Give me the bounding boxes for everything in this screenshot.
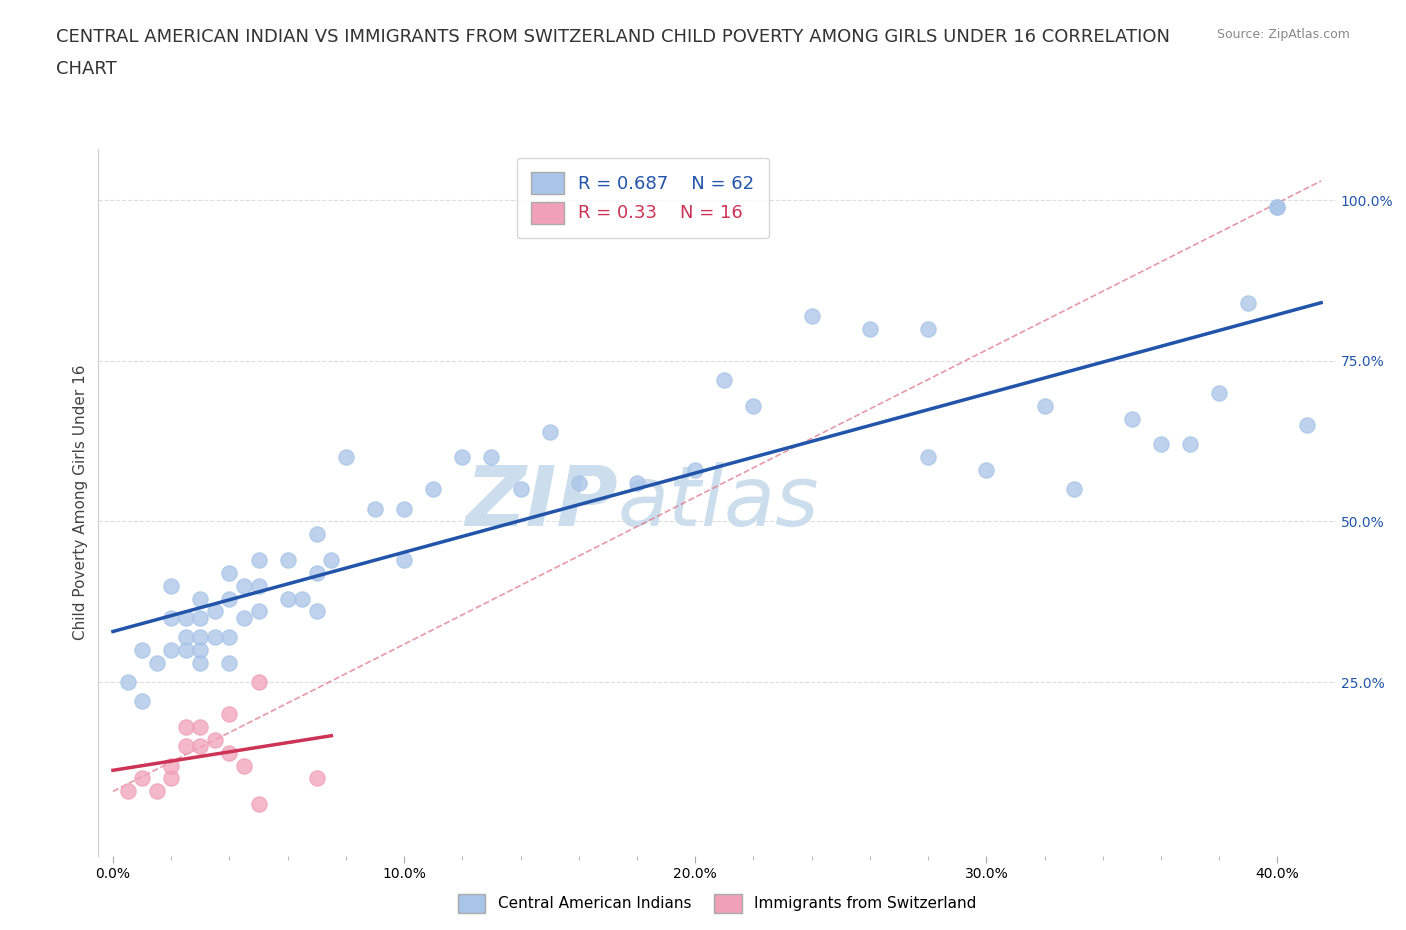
Point xyxy=(1121,411,1143,426)
Point xyxy=(305,771,328,786)
Y-axis label: Child Poverty Among Girls Under 16: Child Poverty Among Girls Under 16 xyxy=(73,365,89,640)
Point xyxy=(1178,437,1201,452)
Point xyxy=(683,462,706,477)
Point xyxy=(917,321,939,336)
Point xyxy=(277,552,299,567)
Point xyxy=(1033,398,1056,413)
Point xyxy=(1150,437,1173,452)
Point xyxy=(145,784,167,799)
Legend: Central American Indians, Immigrants from Switzerland: Central American Indians, Immigrants fro… xyxy=(451,888,983,919)
Text: CENTRAL AMERICAN INDIAN VS IMMIGRANTS FROM SWITZERLAND CHILD POVERTY AMONG GIRLS: CENTRAL AMERICAN INDIAN VS IMMIGRANTS FR… xyxy=(56,28,1170,46)
Point xyxy=(392,552,415,567)
Point xyxy=(218,707,240,722)
Text: ZIP: ZIP xyxy=(465,461,619,543)
Text: CHART: CHART xyxy=(56,60,117,78)
Point xyxy=(160,578,183,593)
Point xyxy=(204,733,226,748)
Point xyxy=(321,552,343,567)
Point xyxy=(451,450,474,465)
Point xyxy=(174,739,197,754)
Point xyxy=(247,578,270,593)
Point xyxy=(174,630,197,644)
Point xyxy=(131,643,153,658)
Point xyxy=(335,450,357,465)
Point xyxy=(188,720,211,735)
Point xyxy=(174,610,197,625)
Point xyxy=(538,424,561,439)
Point xyxy=(188,656,211,671)
Point xyxy=(305,527,328,542)
Point xyxy=(188,630,211,644)
Point xyxy=(174,643,197,658)
Point xyxy=(218,745,240,760)
Point xyxy=(188,643,211,658)
Point xyxy=(1267,199,1289,214)
Point xyxy=(204,604,226,618)
Point xyxy=(117,674,139,689)
Point xyxy=(188,610,211,625)
Point xyxy=(247,552,270,567)
Point xyxy=(392,501,415,516)
Point xyxy=(160,758,183,773)
Point xyxy=(218,565,240,580)
Point xyxy=(218,656,240,671)
Point xyxy=(1208,386,1230,401)
Point xyxy=(188,739,211,754)
Point xyxy=(160,643,183,658)
Point xyxy=(1063,482,1085,497)
Point xyxy=(364,501,387,516)
Point xyxy=(305,565,328,580)
Text: atlas: atlas xyxy=(619,461,820,543)
Point xyxy=(233,578,256,593)
Point xyxy=(218,591,240,606)
Point xyxy=(233,758,256,773)
Point xyxy=(204,630,226,644)
Point xyxy=(117,784,139,799)
Point xyxy=(131,771,153,786)
Point xyxy=(1295,418,1317,432)
Point xyxy=(568,475,591,490)
Point xyxy=(976,462,998,477)
Point xyxy=(422,482,444,497)
Point xyxy=(247,604,270,618)
Point xyxy=(713,373,735,388)
Point xyxy=(174,720,197,735)
Point xyxy=(247,797,270,812)
Point xyxy=(509,482,531,497)
Point xyxy=(305,604,328,618)
Point xyxy=(233,610,256,625)
Point xyxy=(626,475,648,490)
Point xyxy=(742,398,765,413)
Text: Source: ZipAtlas.com: Source: ZipAtlas.com xyxy=(1216,28,1350,41)
Point xyxy=(800,309,823,324)
Point xyxy=(859,321,882,336)
Point xyxy=(247,674,270,689)
Point xyxy=(160,610,183,625)
Point xyxy=(1267,199,1289,214)
Point xyxy=(277,591,299,606)
Point xyxy=(1237,296,1260,311)
Point xyxy=(481,450,503,465)
Point xyxy=(291,591,314,606)
Point xyxy=(188,591,211,606)
Point xyxy=(917,450,939,465)
Point xyxy=(160,771,183,786)
Point xyxy=(145,656,167,671)
Point xyxy=(131,694,153,709)
Point xyxy=(218,630,240,644)
